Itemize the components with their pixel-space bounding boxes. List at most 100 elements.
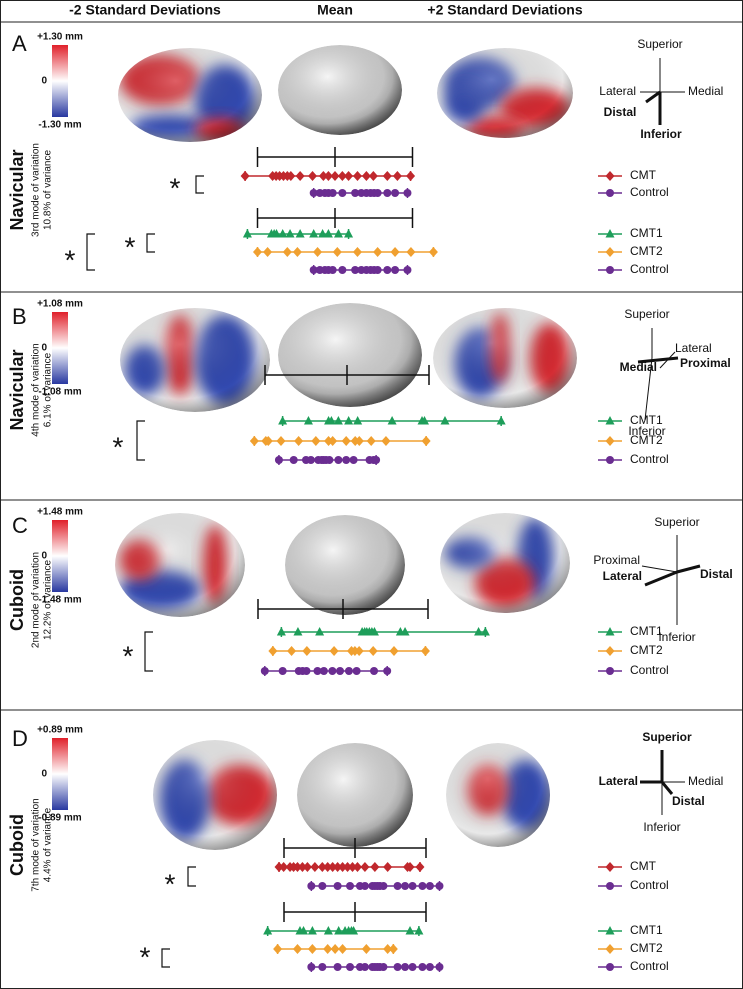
data-point [360,882,369,890]
legend-marker [605,416,615,425]
colorbar [52,312,68,384]
data-point [420,646,430,656]
data-point [406,247,416,257]
legend-label: CMT2 [630,941,663,955]
data-point [302,667,311,675]
data-point [286,171,296,181]
bone-shade [153,740,277,850]
significance-bracket [161,948,170,968]
data-point [344,416,354,425]
data-point [348,862,358,872]
orientation-label: Superior [624,307,669,321]
data-point [370,862,380,872]
data-point [328,189,337,197]
orientation-label: Superior [654,515,699,529]
data-point [315,627,325,636]
legend-marker [605,171,615,181]
data-point [352,171,362,181]
data-point [328,266,337,274]
bone-shade [446,743,550,847]
data-point [323,229,333,238]
data-point [368,171,378,181]
data-point [310,862,320,872]
data-point [326,416,336,425]
variance-label: 10.8% of variance [43,150,54,230]
bone-shade [433,308,577,408]
colorbar-mid: 0 [41,551,47,562]
data-point [401,963,410,971]
data-point [329,646,339,656]
data-point [418,963,427,971]
data-point [334,926,344,935]
data-point [349,926,359,935]
data-point [406,171,416,181]
data-point [389,646,399,656]
orientation-label: Lateral [675,341,712,355]
orientation-axis [676,564,701,574]
legend-label: CMT1 [630,226,663,240]
data-point [242,229,252,238]
data-point [344,171,354,181]
data-point [391,266,400,274]
data-point [303,416,313,425]
data-point [408,963,417,971]
data-point [370,667,379,675]
data-point [425,882,434,890]
data-point [309,266,318,274]
legend-label: Control [630,878,669,892]
data-point [302,646,312,656]
orientation-label: Inferior [640,127,682,141]
legend-marker [606,456,614,464]
orientation-label: Inferior [628,424,665,438]
data-point [351,189,360,197]
data-point [330,171,340,181]
data-point [418,882,427,890]
orientation-label: Superior [642,730,692,744]
data-point [361,944,371,954]
data-point [421,436,431,446]
legend-marker [605,229,615,238]
data-point [336,667,345,675]
colorbar [52,520,68,592]
data-point [309,229,319,238]
column-header: -2 Standard Deviations [69,2,221,18]
legend-label: CMT1 [630,413,663,427]
data-point [390,247,400,257]
data-point [287,646,297,656]
data-point [328,667,337,675]
data-point [388,944,398,954]
bone-model [285,515,405,615]
data-point [307,926,317,935]
colorbar-max: +1.48 mm [37,507,83,518]
orientation-label: Lateral [599,84,636,98]
data-point [282,247,292,257]
data-point [419,416,429,425]
data-point [307,882,316,890]
bone-name: Navicular [7,149,27,230]
data-point [328,436,338,446]
data-point [392,171,402,181]
data-point [240,171,250,181]
data-point [318,229,328,238]
panel-letter: B [12,304,27,329]
data-point [313,667,322,675]
data-point [360,963,369,971]
column-header: Mean [317,2,353,18]
significance-star: * [65,244,76,275]
colorbar-mid: 0 [41,76,47,87]
bone-name: Cuboid [7,814,27,876]
data-point [263,247,273,257]
colorbar-min: -1.48 mm [38,595,81,606]
data-point [323,862,333,872]
data-point [307,944,317,954]
orientation-label: Distal [604,105,637,119]
legend-label: Control [630,663,669,677]
data-point [260,667,269,675]
data-point [292,944,302,954]
data-point [480,627,490,636]
colorbar-max: +0.89 mm [37,725,83,736]
legend-marker [606,189,614,197]
data-point [400,627,410,636]
bone-model [297,743,413,847]
data-point [341,436,351,446]
